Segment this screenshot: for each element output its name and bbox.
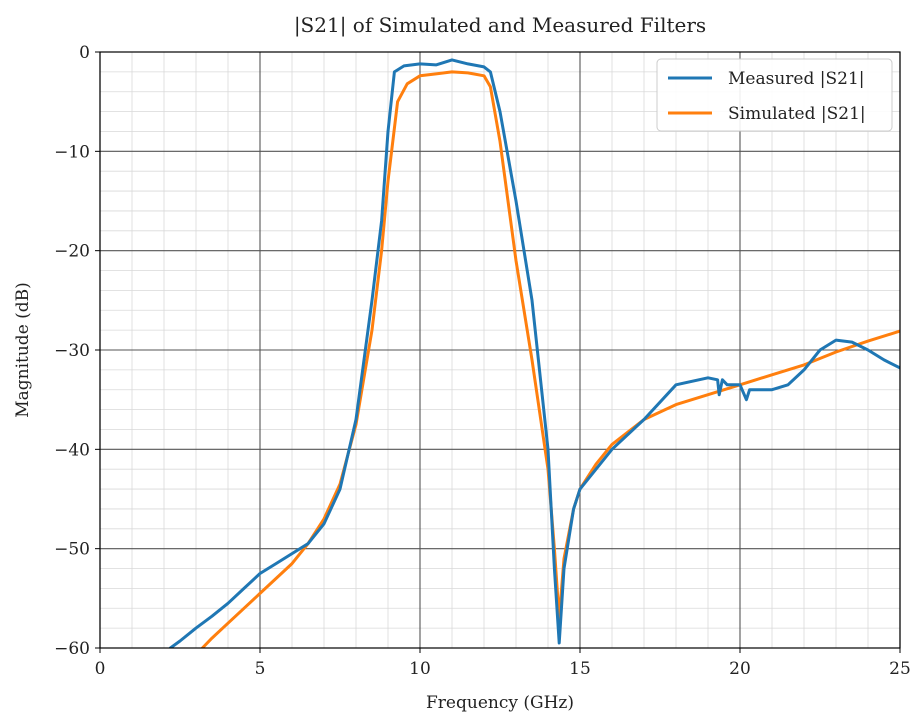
y-tick-label: −30 bbox=[54, 341, 90, 361]
simulated-series-line bbox=[200, 70, 900, 648]
y-axis-label: Magnitude (dB) bbox=[13, 282, 33, 418]
legend-item-simulated: Simulated |S21| bbox=[668, 104, 866, 124]
legend: Measured |S21| Simulated |S21| bbox=[656, 58, 893, 132]
legend-item-measured: Measured |S21| bbox=[668, 69, 864, 89]
x-tick-label: 25 bbox=[889, 659, 911, 679]
x-tick-label: 0 bbox=[95, 659, 106, 679]
legend-label-measured: Measured |S21| bbox=[728, 69, 864, 89]
y-axis-ticks: 0 −10 −20 −30 −40 −50 −60 bbox=[54, 43, 100, 659]
y-tick-label: −10 bbox=[54, 142, 90, 162]
x-axis-ticks: 0 5 10 15 20 25 bbox=[95, 648, 911, 679]
y-tick-label: −40 bbox=[54, 440, 90, 460]
x-tick-label: 10 bbox=[409, 659, 431, 679]
y-tick-label: −60 bbox=[54, 639, 90, 659]
x-axis-label: Frequency (GHz) bbox=[426, 693, 574, 713]
y-tick-label: −50 bbox=[54, 540, 90, 560]
y-tick-label: −20 bbox=[54, 242, 90, 262]
x-tick-label: 5 bbox=[255, 659, 266, 679]
series-lines bbox=[168, 58, 900, 648]
chart-title: |S21| of Simulated and Measured Filters bbox=[294, 13, 706, 38]
legend-label-simulated: Simulated |S21| bbox=[728, 104, 866, 124]
x-tick-label: 15 bbox=[569, 659, 591, 679]
measured-series-line bbox=[168, 58, 900, 648]
x-tick-label: 20 bbox=[729, 659, 751, 679]
y-tick-label: 0 bbox=[79, 43, 90, 63]
